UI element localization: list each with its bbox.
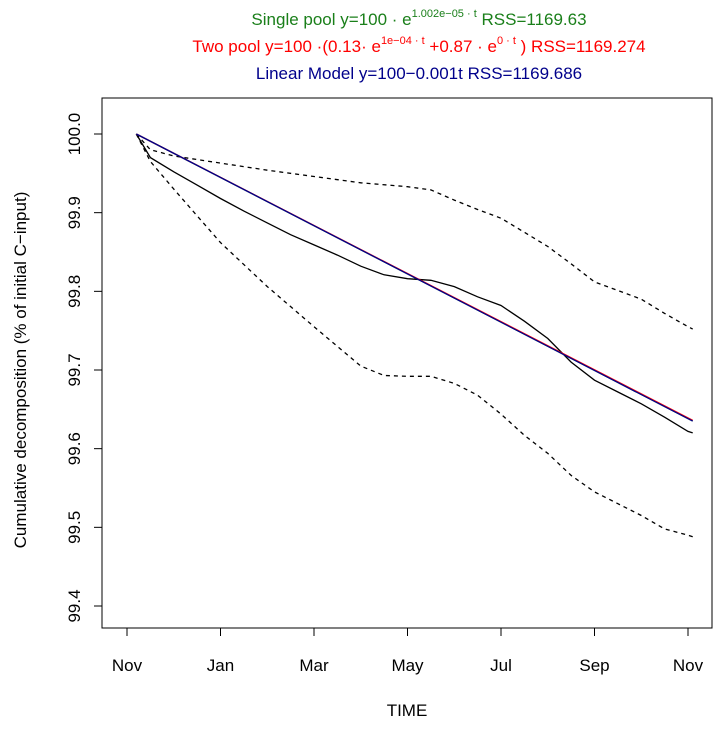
x-tick-label: Mar (299, 656, 329, 675)
y-tick-label: 99.5 (65, 511, 84, 544)
series-line-upper-bound (135, 133, 693, 330)
title-text: Single pool y=100 · e (251, 10, 411, 29)
y-tick-label: 99.4 (65, 589, 84, 622)
y-tick-label: 99.8 (65, 275, 84, 308)
x-tick-label: Nov (673, 656, 704, 675)
x-tick-label: May (391, 656, 424, 675)
plot-box (101, 97, 713, 629)
title-text: ) RSS=1169.274 (516, 37, 646, 56)
title-superscript: 1e−04 · t (381, 35, 425, 47)
x-tick-label: Sep (579, 656, 609, 675)
series-line-lower-bound (135, 133, 693, 538)
x-axis: Nov Jan Mar May Jul Sep Nov (112, 627, 704, 675)
series-layer (135, 133, 693, 538)
x-tick-label: Jan (207, 656, 234, 675)
title-text: RSS=1169.63 (477, 10, 587, 29)
title-text: Two pool y=100 ·(0.13· e (192, 37, 381, 56)
title-superscript: 1.002e−05 · t (412, 8, 477, 20)
title-line-2: Two pool y=100 ·(0.13· e1e−04 · t +0.87 … (192, 35, 645, 56)
x-axis-label: TIME (387, 701, 428, 720)
x-tick-label: Jul (490, 656, 512, 675)
title-superscript: 0 · t (497, 35, 516, 47)
y-tick-label: 99.9 (65, 196, 84, 229)
y-tick-label: 99.7 (65, 353, 84, 386)
title-text: Linear Model y=100−0.001t RSS=1169.686 (256, 64, 582, 83)
series-line-observed (135, 133, 693, 434)
y-tick-label: 100.0 (65, 113, 84, 156)
title-line-1: Single pool y=100 · e1.002e−05 · t RSS=1… (251, 8, 586, 29)
y-axis: 99.4 99.5 99.6 99.7 99.8 99.9 100.0 (65, 113, 103, 623)
series-line-linear-model (136, 133, 693, 422)
title-text: +0.87 · e (425, 37, 497, 56)
chart-titles: Single pool y=100 · e1.002e−05 · t RSS=1… (192, 8, 645, 83)
y-tick-label: 99.6 (65, 432, 84, 465)
y-axis-label: Cumulative decomposition (% of initial C… (11, 192, 30, 549)
x-tick-label: Nov (112, 656, 143, 675)
title-line-3: Linear Model y=100−0.001t RSS=1169.686 (256, 64, 582, 83)
